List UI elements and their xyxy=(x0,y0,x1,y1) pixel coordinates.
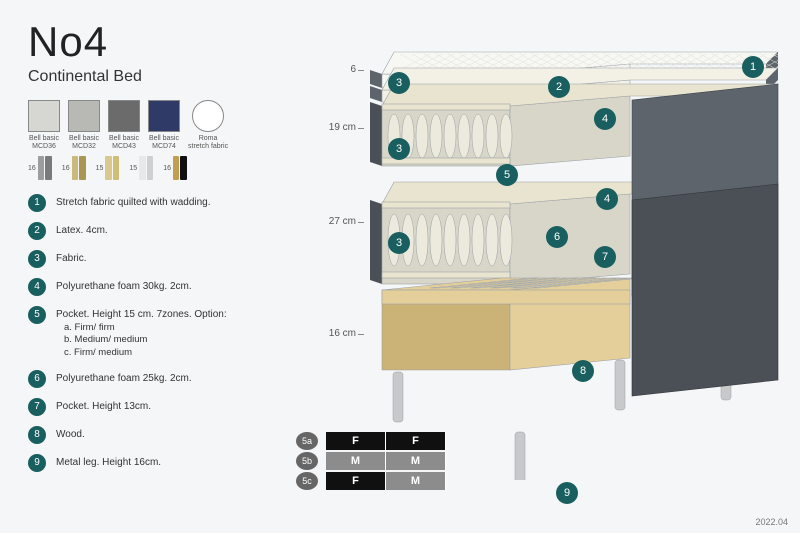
swatch-code: MCD32 xyxy=(68,143,100,151)
spec-subtext: a. Firm/ firm xyxy=(56,322,227,335)
diagram-callout: 4 xyxy=(596,188,618,210)
spec-number-badge: 2 xyxy=(28,222,46,240)
leg-qty: 15 xyxy=(129,165,137,172)
diagram-callout: 8 xyxy=(572,360,594,382)
spec-number-badge: 5 xyxy=(28,306,46,324)
isometric-cutaway xyxy=(370,40,780,480)
leg-option: 16 xyxy=(28,156,52,180)
spec-text: Polyurethane foam 30kg. 2cm. xyxy=(56,278,192,294)
leg-icon xyxy=(72,156,86,180)
spec-number-badge: 4 xyxy=(28,278,46,296)
diagram-callout: 6 xyxy=(546,226,568,248)
swatch-name: Bell basic xyxy=(108,135,140,143)
layer-diagram: 6 19 cm 27 cm 16 cm 1 2 3 4 3 5 4 3 6 7 8 9 xyxy=(310,30,788,508)
spec-row: 2 Latex. 4cm. xyxy=(28,222,298,240)
revision-date: 2022.04 xyxy=(755,517,788,527)
layer-height-label: 6 xyxy=(316,64,356,75)
leg-qty: 16 xyxy=(62,165,70,172)
spec-row: 6 Polyurethane foam 25kg. 2cm. xyxy=(28,370,298,388)
swatch-chip xyxy=(28,100,60,132)
diagram-callout: 3 xyxy=(388,138,410,160)
spec-row: 8 Wood. xyxy=(28,426,298,444)
diagram-callout: 9 xyxy=(556,482,578,504)
leg-qty: 16 xyxy=(28,165,36,172)
leg-icon xyxy=(105,156,119,180)
tick-mark xyxy=(358,128,364,129)
tick-mark xyxy=(358,222,364,223)
swatch-chip xyxy=(68,100,100,132)
leg-icon xyxy=(139,156,153,180)
leg-option: 15 xyxy=(96,156,120,180)
leg-qty: 15 xyxy=(96,165,104,172)
swatch: Bell basicMCD32 xyxy=(68,100,100,152)
spec-text: Pocket. Height 15 cm. 7zones. Option:a. … xyxy=(56,306,227,360)
spec-number-badge: 3 xyxy=(28,250,46,268)
spec-text: Metal leg. Height 16cm. xyxy=(56,454,161,470)
fabric-swatches: Bell basicMCD36Bell basicMCD32Bell basic… xyxy=(28,100,228,152)
spec-row: 9 Metal leg. Height 16cm. xyxy=(28,454,298,472)
swatch-name: Bell basic xyxy=(28,135,60,143)
diagram-callout: 3 xyxy=(388,232,410,254)
spec-text: Stretch fabric quilted with wadding. xyxy=(56,194,211,210)
swatch: Bell basicMCD43 xyxy=(108,100,140,152)
layer-height-label: 27 cm xyxy=(316,216,356,227)
spec-text: Polyurethane foam 25kg. 2cm. xyxy=(56,370,192,386)
swatch: Bell basicMCD36 xyxy=(28,100,60,152)
spec-row: 4 Polyurethane foam 30kg. 2cm. xyxy=(28,278,298,296)
spec-row: 5 Pocket. Height 15 cm. 7zones. Option:a.… xyxy=(28,306,298,360)
spec-number-badge: 7 xyxy=(28,398,46,416)
leg-option: 15 xyxy=(129,156,153,180)
spec-row: 7 Pocket. Height 13cm. xyxy=(28,398,298,416)
spec-number-badge: 1 xyxy=(28,194,46,212)
leg-qty: 16 xyxy=(163,165,171,172)
leg-options: 16 16 15 15 16 xyxy=(28,156,187,180)
leg-option: 16 xyxy=(62,156,86,180)
swatch-code: stretch fabric xyxy=(188,143,228,151)
diagram-callout: 5 xyxy=(496,164,518,186)
product-title: No4 xyxy=(28,18,142,66)
spec-text: Wood. xyxy=(56,426,85,442)
swatch-chip xyxy=(192,100,224,132)
spec-text: Fabric. xyxy=(56,250,87,266)
spec-subtext: c. Firm/ medium xyxy=(56,347,227,360)
swatch-code: MCD43 xyxy=(108,143,140,151)
swatch-chip xyxy=(148,100,180,132)
swatch-name: Roma xyxy=(188,135,228,143)
diagram-callout: 2 xyxy=(548,76,570,98)
leg-icon xyxy=(38,156,52,180)
swatch-name: Bell basic xyxy=(148,135,180,143)
swatch-code: MCD74 xyxy=(148,143,180,151)
tick-mark xyxy=(358,70,364,71)
spec-list: 1 Stretch fabric quilted with wadding. 2 La… xyxy=(28,194,298,482)
diagram-callout: 4 xyxy=(594,108,616,130)
spec-row: 3 Fabric. xyxy=(28,250,298,268)
spec-row: 1 Stretch fabric quilted with wadding. xyxy=(28,194,298,212)
swatch-chip xyxy=(108,100,140,132)
swatch-code: MCD36 xyxy=(28,143,60,151)
diagram-callout: 3 xyxy=(388,72,410,94)
spec-text: Latex. 4cm. xyxy=(56,222,108,238)
tick-mark xyxy=(358,334,364,335)
product-subtitle: Continental Bed xyxy=(28,68,142,86)
swatch: Bell basicMCD74 xyxy=(148,100,180,152)
swatch: Romastretch fabric xyxy=(188,100,228,152)
swatch-name: Bell basic xyxy=(68,135,100,143)
spec-number-badge: 8 xyxy=(28,426,46,444)
spec-number-badge: 9 xyxy=(28,454,46,472)
spec-text: Pocket. Height 13cm. xyxy=(56,398,151,414)
spec-number-badge: 6 xyxy=(28,370,46,388)
layer-height-label: 19 cm xyxy=(316,122,356,133)
leg-icon xyxy=(173,156,187,180)
spec-subtext: b. Medium/ medium xyxy=(56,334,227,347)
diagram-callout: 7 xyxy=(594,246,616,268)
leg-option: 16 xyxy=(163,156,187,180)
layer-height-label: 16 cm xyxy=(316,328,356,339)
diagram-callout: 1 xyxy=(742,56,764,78)
